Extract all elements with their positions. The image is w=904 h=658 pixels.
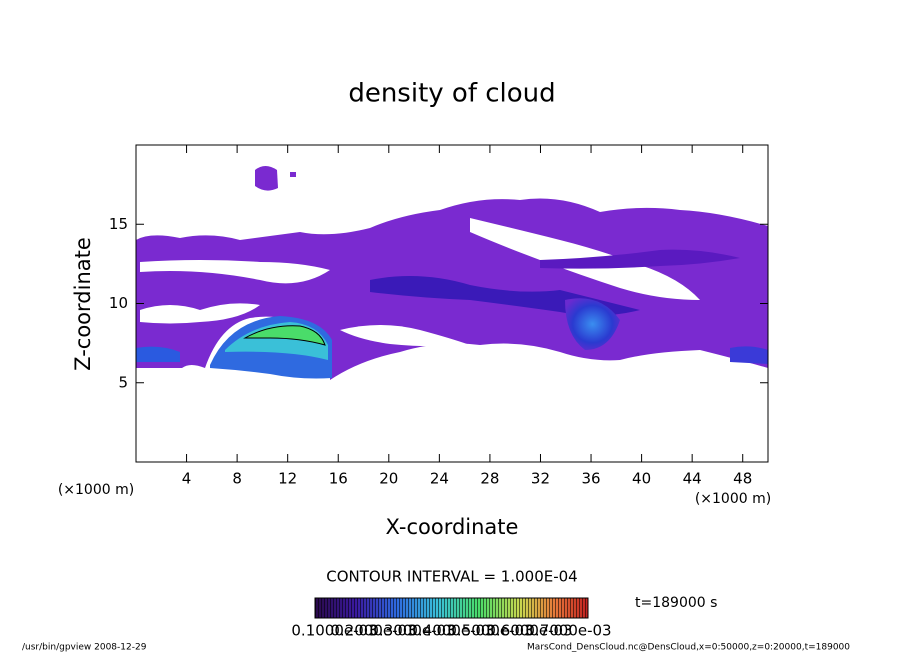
colorbar-label: 0.5000e-03 [447, 622, 533, 640]
x-tick-label: 4 [182, 470, 192, 488]
contour-interval: CONTOUR INTERVAL = 1.000E-04 [326, 568, 577, 586]
x-tick-label: 40 [632, 470, 651, 488]
x-tick-label: 16 [329, 470, 348, 488]
colorbar-label: 0.7000e-03 [525, 622, 611, 640]
colorbar-label: 0.3000e-03 [369, 622, 455, 640]
x-tick-label: 8 [232, 470, 242, 488]
x-tick-label: 44 [683, 470, 702, 488]
x-tick-label: 36 [581, 470, 600, 488]
colorbar-label: 0.6000e-03 [486, 622, 572, 640]
y-unit: (×1000 m) [695, 491, 771, 507]
footer-right: MarsCond_DensCloud.nc@DensCloud,x=0:5000… [527, 643, 850, 653]
colorbar-label: 0.1000e-03 [291, 622, 377, 640]
colorbar-labels: 0.1000e-030.2000e-030.3000e-030.4000e-03… [291, 622, 611, 640]
x-tick-label: 32 [531, 470, 550, 488]
x-axis-label: X-coordinate [386, 515, 519, 539]
x-unit: (×1000 m) [58, 482, 134, 498]
chart-title: density of cloud [348, 79, 555, 109]
y-axis-label: Z-coordinate [71, 237, 95, 371]
y-tick-label: 10 [109, 294, 128, 312]
colorbar-stripes [314, 597, 589, 619]
colorbar-label: 0.4000e-03 [408, 622, 494, 640]
contour-field [136, 166, 768, 380]
time-label: t=189000 s [635, 595, 717, 611]
x-tick-label: 28 [480, 470, 499, 488]
y-tick-label: 5 [118, 373, 128, 391]
x-tick-label: 48 [733, 470, 752, 488]
footer-left: /usr/bin/gpview 2008-12-29 [22, 643, 147, 653]
x-tick-label: 20 [379, 470, 398, 488]
y-tick-label: 15 [109, 215, 128, 233]
colorbar-label: 0.2000e-03 [330, 622, 416, 640]
x-tick-label: 12 [278, 470, 297, 488]
x-tick-label: 24 [430, 470, 449, 488]
